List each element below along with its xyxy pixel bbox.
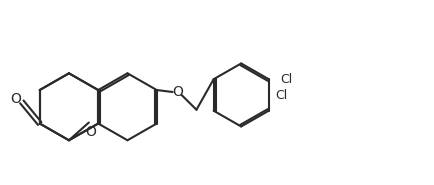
Text: O: O xyxy=(85,125,96,139)
Text: O: O xyxy=(172,85,183,99)
Text: Cl: Cl xyxy=(280,73,293,86)
Text: Cl: Cl xyxy=(276,89,288,102)
Text: O: O xyxy=(10,92,21,106)
